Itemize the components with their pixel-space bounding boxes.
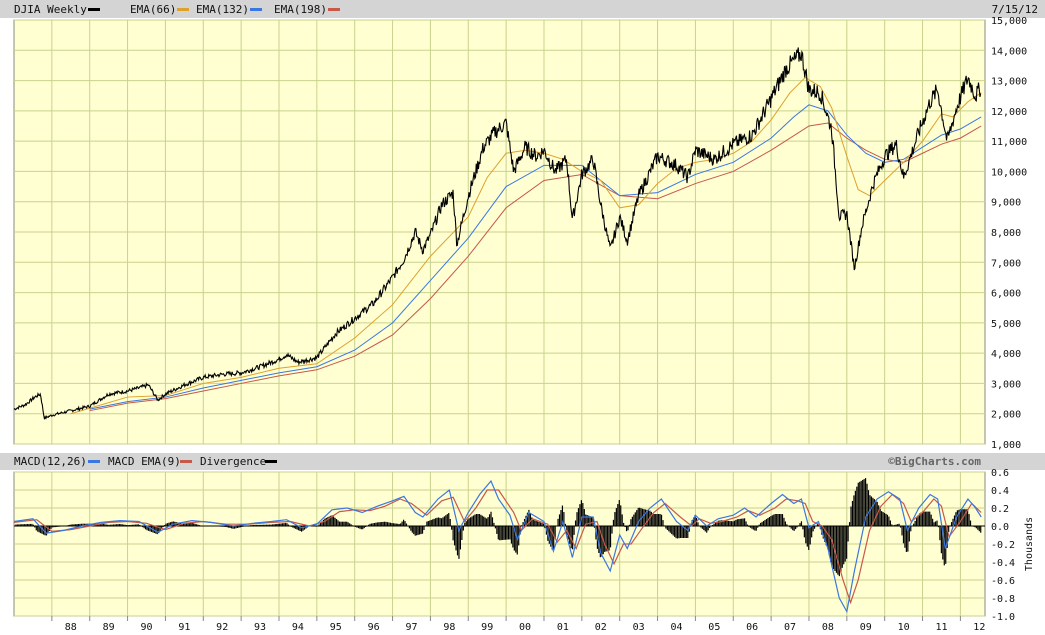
series-djia-line — [13, 47, 982, 420]
x-tick-label: 94 — [292, 622, 304, 633]
x-tick-label: 12 — [973, 622, 985, 633]
y-tick-label: 1,000 — [991, 440, 1021, 451]
x-tick-label: 89 — [103, 622, 115, 633]
price-legend: DJIA Weekly EMA(66) EMA(132) EMA(198) — [14, 3, 340, 16]
x-tick-label: 99 — [481, 622, 493, 633]
y-tick-label: 2,000 — [991, 410, 1021, 421]
legend-macd-label: MACD(12,26) — [14, 455, 87, 468]
x-tick-label: 88 — [65, 622, 77, 633]
y-tick-label: 14,000 — [991, 46, 1027, 57]
x-tick-label: 97 — [405, 622, 417, 633]
legend-djia-label: DJIA Weekly — [14, 3, 87, 16]
y-tick-label: 0.6 — [991, 468, 1009, 479]
x-tick-label: 96 — [368, 622, 380, 633]
legend-ema198-swatch — [328, 8, 340, 11]
price-header-bar — [0, 0, 1045, 18]
series-macd-ema-line — [13, 489, 982, 605]
y-tick-label: 11,000 — [991, 137, 1027, 148]
legend-ema66-swatch — [177, 8, 189, 11]
legend-divergence-label: Divergence — [200, 455, 266, 468]
macd-header-bar — [0, 453, 1045, 470]
y-tick-label: 0.4 — [991, 486, 1009, 497]
legend-macd-swatch — [88, 460, 100, 463]
macd-y-axis: 0.6 0.4 0.2 0.0 -0.2 -0.4 -0.6 -0.8 -1.0 — [991, 468, 1015, 623]
x-tick-label: 08 — [822, 622, 834, 633]
x-tick-label: 02 — [595, 622, 607, 633]
x-tick-label: 11 — [935, 622, 947, 633]
price-y-axis: 1,000 2,000 3,000 4,000 5,000 6,000 7,000 8,000… — [991, 16, 1027, 451]
y-tick-label: 5,000 — [991, 319, 1021, 330]
y-tick-label: 13,000 — [991, 77, 1027, 88]
x-tick-label: 91 — [178, 622, 190, 633]
legend-macd-ema-swatch — [180, 460, 192, 463]
x-tick-label: 04 — [670, 622, 682, 633]
y-tick-label: 8,000 — [991, 228, 1021, 239]
x-tick-label: 00 — [519, 622, 531, 633]
legend-ema132-label: EMA(132) — [196, 3, 249, 16]
x-tick-label: 10 — [898, 622, 910, 633]
y-tick-label: 6,000 — [991, 289, 1021, 300]
y-tick-label: -0.4 — [991, 558, 1015, 569]
legend-macd-ema-label: MACD EMA(9) — [108, 455, 181, 468]
legend-djia-swatch — [88, 8, 100, 11]
x-tick-label: 92 — [216, 622, 228, 633]
bigcharts-watermark[interactable]: ©BigCharts.com — [888, 455, 981, 468]
y-tick-label: -0.2 — [991, 540, 1015, 551]
y-tick-label: 4,000 — [991, 349, 1021, 360]
x-tick-label: 93 — [254, 622, 266, 633]
series-ema66-line — [70, 76, 982, 415]
x-tick-label: 07 — [784, 622, 796, 633]
legend-divergence-swatch — [265, 460, 277, 463]
legend-ema132-swatch — [250, 8, 262, 11]
x-tick-label: 09 — [860, 622, 872, 633]
y-tick-label: 7,000 — [991, 258, 1021, 269]
x-axis: 88 89 90 91 92 93 94 95 96 97 98 99 00 01 02 03 04 05 06 07… — [51, 616, 985, 633]
price-series — [13, 47, 982, 420]
legend-ema66-label: EMA(66) — [130, 3, 176, 16]
x-tick-label: 06 — [746, 622, 758, 633]
macd-legend: MACD(12,26) MACD EMA(9) Divergence — [14, 455, 277, 468]
y-tick-label: 15,000 — [991, 16, 1027, 27]
header-date: 7/15/12 — [992, 3, 1038, 16]
x-tick-label: 03 — [633, 622, 645, 633]
y-tick-label: -0.8 — [991, 594, 1015, 605]
y-tick-label: -0.6 — [991, 576, 1015, 587]
x-tick-label: 01 — [557, 622, 569, 633]
y-tick-label: 0.0 — [991, 522, 1009, 533]
legend-ema198-label: EMA(198) — [274, 3, 327, 16]
x-tick-label: 90 — [140, 622, 152, 633]
macd-series — [13, 478, 985, 614]
y-tick-label: 10,000 — [991, 167, 1027, 178]
x-tick-label: 98 — [443, 622, 455, 633]
y-tick-label: 12,000 — [991, 107, 1027, 118]
macd-y-axis-title: Thousands — [1024, 517, 1035, 571]
y-tick-label: 3,000 — [991, 379, 1021, 390]
y-tick-label: 9,000 — [991, 198, 1021, 209]
x-tick-label: 05 — [708, 622, 720, 633]
series-macd-line — [13, 479, 982, 614]
x-tick-label: 95 — [330, 622, 342, 633]
y-tick-label: -1.0 — [991, 612, 1015, 623]
y-tick-label: 0.2 — [991, 504, 1009, 515]
